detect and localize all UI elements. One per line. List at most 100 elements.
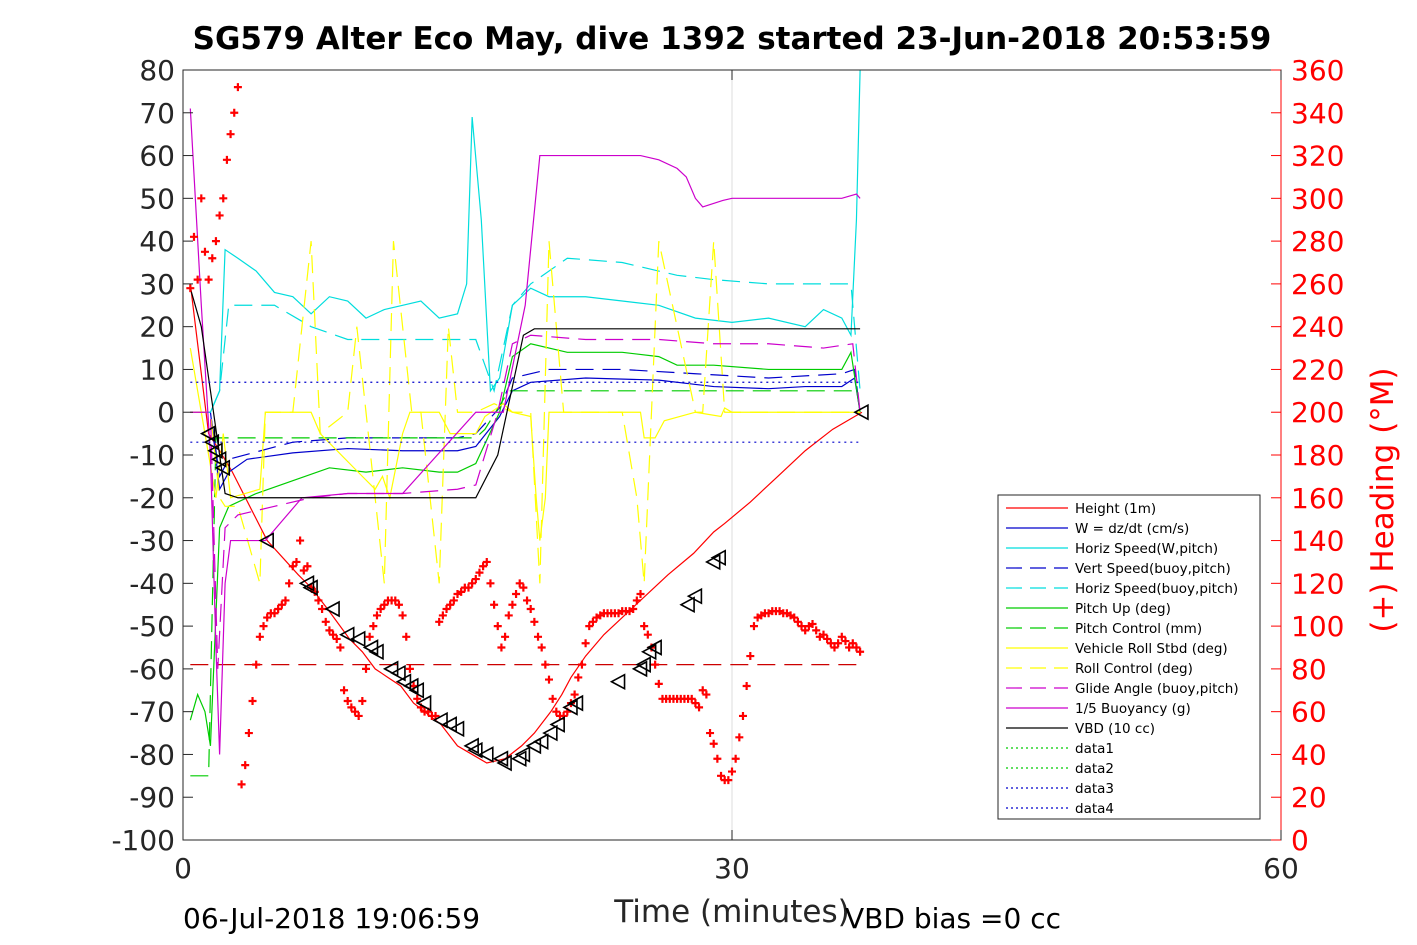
right-axis: 3603403203002802602402202001801601401201…: [1271, 54, 1344, 857]
vbd-marker: [467, 741, 483, 759]
y-tick-label: -20: [129, 482, 175, 515]
vbd-marker: [646, 639, 662, 656]
heading-marker: [325, 626, 334, 635]
heading-marker: [354, 711, 363, 720]
vbd-marker: [609, 673, 626, 691]
heading-marker: [570, 690, 579, 699]
heading-marker: [841, 637, 850, 646]
x-tick-label: 0: [174, 852, 192, 885]
heading-marker: [405, 664, 414, 673]
legend-entry: Vert Speed(buoy,pitch): [1075, 561, 1231, 577]
x-tick-label: 60: [1263, 852, 1299, 885]
heading-marker: [717, 771, 726, 780]
y-tick-label: 10: [139, 353, 175, 386]
legend: Height (1m) W = dz/dt (cm/s) Horiz Speed(W…: [997, 494, 1261, 820]
y-tick-label: -70: [129, 696, 175, 729]
heading-marker: [475, 568, 484, 577]
heading-marker: [193, 275, 202, 284]
y2-tick-label: 160: [1291, 482, 1344, 515]
heading-marker: [852, 643, 861, 652]
heading-marker: [281, 596, 290, 605]
y2-tick-label: 60: [1291, 696, 1327, 729]
y2-tick-label: 200: [1291, 396, 1344, 429]
heading-marker: [398, 611, 407, 620]
heading-marker: [552, 707, 561, 716]
heading-marker: [237, 780, 246, 789]
heading-marker: [497, 643, 506, 652]
heading-marker: [845, 643, 854, 652]
vbd-marker: [448, 720, 465, 738]
heading-marker: [526, 605, 535, 613]
vbd-marker: [679, 596, 695, 614]
vbd-marker: [542, 724, 558, 742]
vbd-marker: [368, 643, 384, 661]
y2-tick-label: 280: [1291, 225, 1344, 258]
heading-marker: [651, 660, 660, 669]
heading-marker: [790, 613, 799, 622]
heading-marker: [581, 639, 590, 648]
y-tick-label: -60: [129, 653, 175, 686]
vbd-marker: [339, 626, 355, 644]
heading-marker: [189, 232, 198, 241]
y-tick-label: -80: [129, 738, 175, 771]
vbd-marker: [349, 630, 366, 648]
heading-marker: [365, 632, 374, 641]
legend-entry: data4: [1075, 801, 1114, 817]
heading-marker: [728, 767, 736, 776]
heading-marker: [219, 194, 228, 203]
vbd-marker: [302, 579, 318, 596]
series-line-5: [189, 343, 861, 746]
y-tick-label: 70: [139, 97, 175, 130]
heading-marker: [449, 596, 458, 605]
legend-entry: Horiz Speed(W,pitch): [1075, 541, 1218, 557]
y2-axis-label: (+) Heading (°M): [1365, 367, 1401, 632]
heading-marker: [837, 632, 846, 641]
heading-marker: [468, 579, 477, 588]
legend-entry: data2: [1075, 761, 1114, 777]
heading-marker: [197, 194, 206, 203]
heading-marker: [793, 617, 802, 626]
footer-date: 06-Jul-2018 19:06:59: [183, 902, 480, 935]
vbd-marker: [199, 425, 216, 442]
heading-marker: [186, 284, 195, 293]
heading-marker: [709, 739, 718, 748]
series-line-2: [190, 70, 861, 413]
heading-marker: [713, 754, 722, 763]
heading-marker: [343, 696, 352, 705]
heading-marker: [321, 617, 330, 626]
series-line-11: [189, 288, 861, 499]
legend-entry: Pitch Control (mm): [1075, 621, 1202, 637]
heading-marker: [541, 660, 550, 669]
heading-marker: [643, 630, 652, 639]
heading-marker: [435, 617, 444, 626]
heading-marker: [362, 664, 370, 673]
vbd-marker: [408, 681, 425, 699]
heading-marker: [457, 587, 466, 596]
heading-marker: [687, 694, 696, 703]
heading-marker: [442, 605, 451, 613]
y2-tick-label: 120: [1291, 567, 1344, 600]
heading-marker: [695, 703, 704, 712]
left-axis: 80 70 60 50 40 30 20 10 0 -10 -20 -30 -40 -50 -60 -70 -8…: [111, 54, 193, 857]
heading-marker: [336, 643, 345, 652]
y-tick-label: 40: [139, 225, 175, 258]
heading-marker: [749, 622, 758, 631]
legend-entry: data3: [1075, 781, 1114, 797]
heading-marker: [819, 630, 828, 639]
y2-tick-label: 340: [1291, 97, 1344, 130]
legend-box: [997, 494, 1261, 820]
heading-marker: [314, 596, 323, 605]
heading-marker: [585, 622, 594, 631]
heading-marker: [588, 617, 597, 626]
heading-marker: [629, 605, 638, 613]
y-tick-label: 0: [157, 396, 175, 429]
vbd-marker: [549, 716, 565, 733]
heading-marker: [515, 579, 524, 588]
series-line-3: [190, 368, 861, 479]
vbd-marker: [382, 660, 399, 678]
heading-marker: [501, 632, 510, 641]
y2-tick-label: 360: [1291, 54, 1344, 87]
vbd-marker: [532, 733, 549, 750]
series-line-6: [190, 390, 861, 777]
